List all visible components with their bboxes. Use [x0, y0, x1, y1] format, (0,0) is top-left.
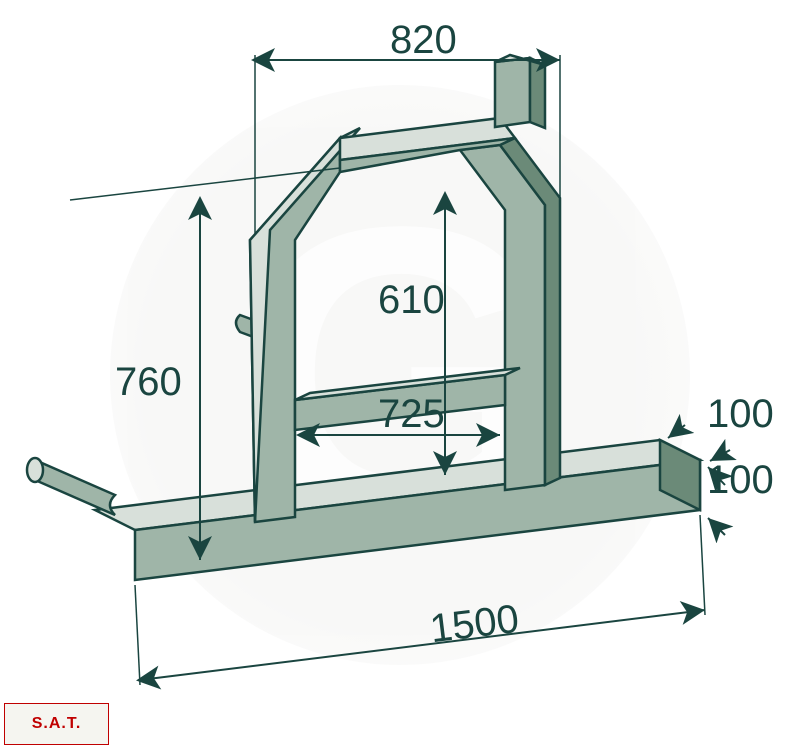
- dim-line-100a: [668, 425, 685, 438]
- dim-label-610: 610: [378, 278, 445, 323]
- dim-label-725: 725: [378, 392, 445, 437]
- logo-text: S.A.T.: [32, 715, 82, 733]
- left-tine: [27, 458, 115, 515]
- logo-badge: S.A.T.: [4, 703, 109, 745]
- dim-label-100b: 100: [707, 458, 774, 503]
- dim-label-760: 760: [115, 360, 182, 405]
- dim-label-820: 820: [390, 18, 457, 63]
- dim-line-1500: [140, 610, 705, 680]
- main-beam: [95, 440, 700, 580]
- dim-label-100a: 100: [707, 392, 774, 437]
